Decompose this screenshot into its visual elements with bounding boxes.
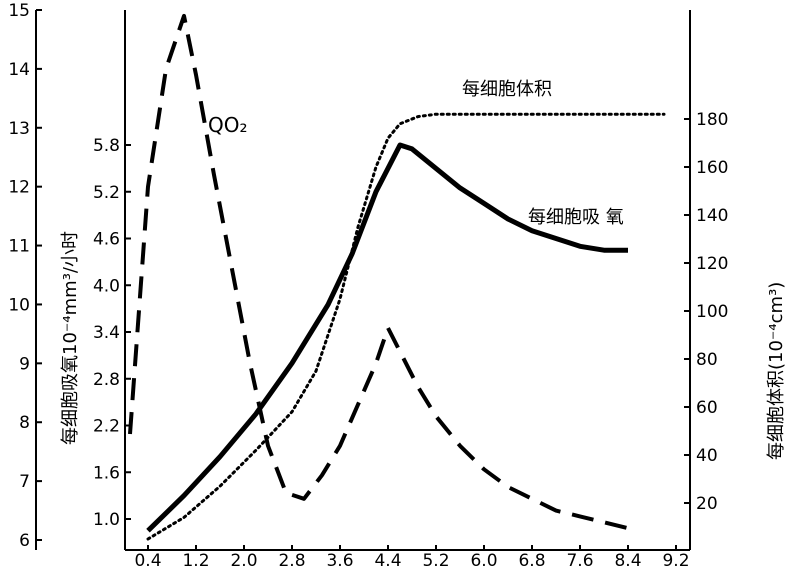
labels-group: 每细胞吸氧10⁻⁴mm³/小时 每细胞体积(10⁻⁴cm³) QO₂ 每细胞体积… [60, 79, 786, 460]
y-outer-tick-label: 8 [19, 413, 30, 433]
y-right-tick-label: 180 [696, 110, 728, 130]
y-outer-tick-label: 6 [19, 531, 30, 551]
annotation-volume: 每细胞体积 [462, 79, 552, 100]
x-tick-label: 2.8 [278, 551, 305, 570]
series-lines [128, 13, 666, 541]
y-inner-tick-label: 1.6 [93, 463, 120, 483]
y-inner-tick-label: 4.0 [93, 276, 120, 296]
x-tick-label: 6.0 [470, 551, 497, 570]
ticks-group: 0.4 1.2 2.0 2.8 3.6 4.4 5.2 6.0 6.8 7.6 8.4 9.2 6 7 8 9… [8, 1, 728, 570]
x-tick-label: 0.4 [134, 551, 161, 570]
x-tick-label: 1.2 [182, 551, 209, 570]
y-right-tick-label: 140 [696, 206, 728, 226]
x-tick-label: 5.2 [422, 551, 449, 570]
x-tick-label: 9.2 [662, 551, 689, 570]
axes-group [35, 10, 691, 551]
y-inner-tick-label: 2.2 [93, 417, 120, 437]
y-inner-tick-label: 2.8 [93, 370, 120, 390]
y-right-tick-label: 60 [696, 398, 718, 418]
annotation-qo2: QO₂ [208, 113, 248, 137]
y-inner-tick-label: 4.6 [93, 230, 120, 250]
x-tick-label: 2.0 [230, 551, 257, 570]
series-line-2 [146, 112, 666, 541]
y-right-tick-label: 40 [696, 446, 718, 466]
y-inner-tick-label: 3.4 [93, 323, 120, 343]
y-right-tick-label: 120 [696, 254, 728, 274]
series-line-1 [146, 142, 628, 533]
y-outer-tick-label: 10 [8, 295, 30, 315]
y-inner-tick-label: 1.0 [93, 510, 120, 530]
y-axis-left-label: 每细胞吸氧10⁻⁴mm³/小时 [60, 231, 81, 445]
x-tick-label: 7.6 [566, 551, 593, 570]
y-inner-tick-label: 5.2 [93, 183, 120, 203]
series-line-0 [128, 13, 629, 531]
y-outer-tick-label: 13 [8, 119, 30, 139]
y-outer-tick-label: 9 [19, 354, 30, 374]
x-tick-label: 6.8 [518, 551, 545, 570]
y-outer-tick-label: 11 [8, 237, 30, 257]
y-outer-tick-label: 14 [8, 60, 30, 80]
y-outer-tick-label: 12 [8, 178, 30, 198]
x-tick-label: 8.4 [614, 551, 641, 570]
y-right-tick-label: 100 [696, 302, 728, 322]
x-tick-label: 4.4 [374, 551, 401, 570]
y-outer-tick-label: 15 [8, 1, 30, 21]
x-tick-label: 3.6 [326, 551, 353, 570]
y-right-tick-label: 80 [696, 350, 718, 370]
y-right-tick-label: 160 [696, 158, 728, 178]
y-inner-tick-label: 5.8 [93, 136, 120, 156]
annotation-oxygen: 每细胞吸 氧 [528, 207, 624, 228]
y-outer-tick-label: 7 [19, 472, 30, 492]
y-right-tick-label: 20 [696, 494, 718, 514]
y-axis-right-label: 每细胞体积(10⁻⁴cm³) [766, 282, 786, 460]
